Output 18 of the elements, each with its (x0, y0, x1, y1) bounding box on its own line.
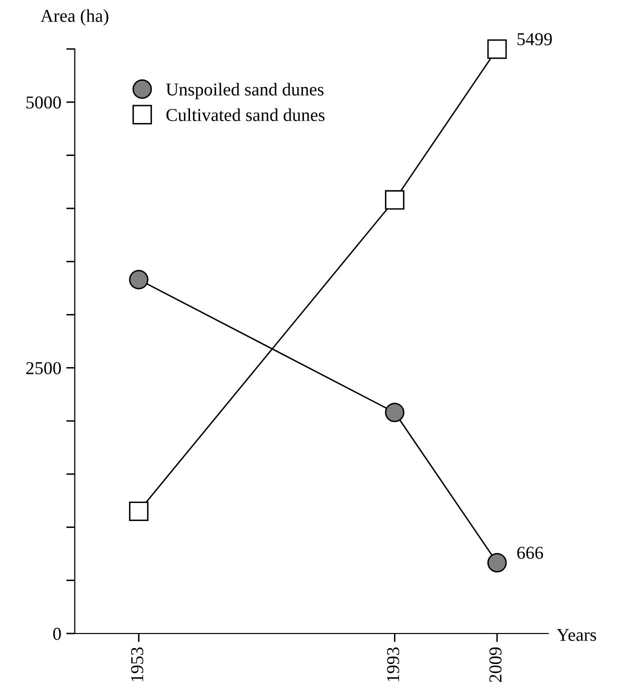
data-label: 5499 (518, 33, 552, 46)
point (384, 190, 404, 210)
data-label: 666 (517, 546, 544, 559)
y-tick-label: 0 (53, 628, 61, 640)
point (487, 39, 507, 59)
point (384, 402, 404, 422)
x-tick-label: 1993 (387, 647, 400, 682)
y-axis-title: Area (ha) (40, 9, 108, 26)
x-axis-title: Years (556, 628, 596, 641)
legend-label: Cultivated sand dunes (166, 108, 324, 122)
x-tick-label: 1953 (131, 647, 144, 682)
point (129, 502, 148, 522)
legend-label: Unspoiled sand dunes (166, 82, 324, 100)
point (487, 553, 507, 572)
y-tick-label: 5000 (26, 96, 61, 109)
x-tick-label: 2009 (489, 647, 502, 682)
y-tick-label: 2500 (26, 362, 61, 374)
point (129, 270, 148, 290)
